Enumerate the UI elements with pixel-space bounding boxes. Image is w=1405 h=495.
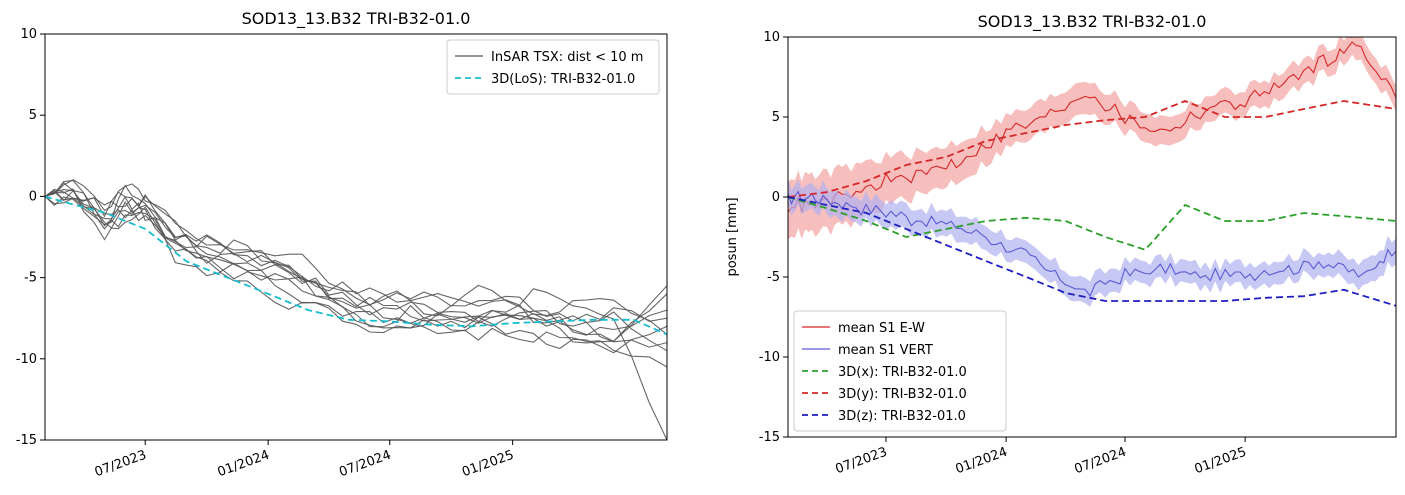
series-line-1 [788, 41, 1396, 213]
y-tick-label: -10 [16, 352, 37, 367]
legend-label: mean S1 E-W [838, 321, 925, 336]
legend: InSAR TSX: dist < 10 m 3D(LoS): TRI-B32-0… [446, 39, 660, 95]
legend-label: mean S1 VERT [838, 343, 933, 358]
series-line-insar-2 [45, 188, 667, 336]
series-line-insar-5 [45, 179, 667, 335]
x-tick-label: 07/2024 [1072, 445, 1128, 478]
legend-box [446, 39, 660, 95]
x-tick-label: 07/2023 [833, 445, 889, 478]
y-tick-label: 5 [772, 110, 780, 125]
y-tick-label: -15 [16, 433, 37, 448]
series-line-3 [788, 196, 1396, 251]
x-tick-label: 01/2024 [216, 448, 272, 481]
y-tick-label: -15 [759, 430, 780, 445]
y-axis-label: posun [mm] [725, 197, 740, 276]
series-line-insar-3 [45, 189, 667, 322]
series-line-2 [788, 190, 1396, 298]
chart-title: SOD13_13.B32 TRI-B32-01.0 [978, 12, 1207, 32]
series-line-5 [788, 196, 1396, 307]
series-line-4 [788, 100, 1396, 198]
x-tick-label: 07/2023 [93, 448, 149, 481]
y-tick-label: -5 [767, 270, 780, 285]
plot-area [788, 37, 1396, 307]
series-line-insar-10 [45, 195, 667, 344]
legend-label: 3D(z): TRI-B32-01.0 [838, 409, 966, 424]
chart-panel-2: 10 5 0 -5 -10 -15 07/2023 01/2024 07/2024 01/2025… [725, 12, 1397, 478]
series-band-2 [788, 178, 1396, 307]
chart-title: SOD13_13.B32 TRI-B32-01.0 [242, 9, 471, 29]
axes-frame [787, 36, 1397, 438]
y-tick-label: 0 [772, 190, 780, 205]
y-tick-label: -5 [24, 271, 37, 286]
axes-frame [44, 33, 668, 441]
plot-area [45, 179, 667, 440]
legend-box [793, 310, 1007, 432]
chart-panel-1: 10 5 0 -5 -10 -15 07/2023 01/2024 07/2024 01/2025… [16, 9, 668, 481]
x-tick-label: 01/2025 [460, 448, 516, 481]
legend: mean S1 E-W mean S1 VERT 3D(x): TRI-B32-01… [793, 310, 1007, 432]
legend-label: 3D(LoS): TRI-B32-01.0 [491, 72, 635, 87]
y-tick-label: -10 [759, 350, 780, 365]
y-tick-label: 10 [20, 27, 37, 42]
y-tick-label: 5 [29, 108, 37, 123]
legend-label: InSAR TSX: dist < 10 m [491, 50, 643, 65]
x-tick-label: 01/2025 [1193, 445, 1249, 478]
series-line-2 [45, 195, 667, 336]
series-band-1 [788, 37, 1396, 240]
x-tick-label: 01/2024 [954, 445, 1010, 478]
y-tick-label: 10 [763, 30, 780, 45]
y-tick-label: 0 [29, 189, 37, 204]
legend-label: 3D(x): TRI-B32-01.0 [838, 365, 967, 380]
x-tick-label: 07/2024 [337, 448, 393, 481]
series-line-insar-8 [45, 189, 667, 368]
legend-label: 3D(y): TRI-B32-01.0 [838, 387, 967, 402]
